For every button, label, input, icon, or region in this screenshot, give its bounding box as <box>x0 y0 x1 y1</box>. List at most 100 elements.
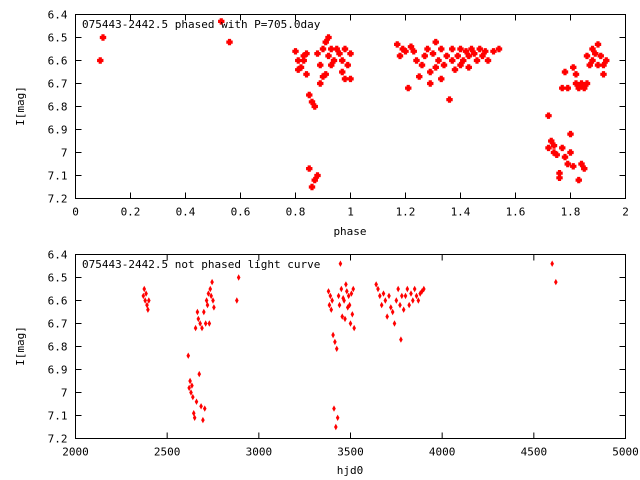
data-point <box>347 301 352 309</box>
data-point <box>208 285 213 293</box>
plot-title: 075443-2442.5 phased with P=705.0day <box>82 18 321 31</box>
y-tick-label: 6.5 <box>48 272 68 285</box>
axis-ticks <box>75 254 626 439</box>
data-point <box>325 52 332 60</box>
data-point <box>570 64 577 71</box>
data-point <box>189 389 193 396</box>
data-point <box>188 377 192 385</box>
data-point <box>429 50 437 57</box>
data-point <box>413 57 420 64</box>
data-point <box>194 398 199 405</box>
data-point <box>297 64 305 71</box>
data-point <box>340 313 345 320</box>
x-tick-label: 0.2 <box>121 206 141 219</box>
data-point <box>347 75 354 83</box>
data-point <box>385 313 389 320</box>
data-point <box>322 71 329 78</box>
data-point <box>581 165 588 172</box>
data-point <box>235 297 239 304</box>
phased-light-curve-panel: 0 0.2 0.4 0.6 0.8 1 1.2 1.4 1.6 1.8 2 6.4 6.5 6.6 6.7… <box>14 9 629 239</box>
data-point <box>396 285 400 293</box>
data-point <box>336 50 343 57</box>
data-point <box>335 414 340 421</box>
y-tick-labels: 6.4 6.5 6.6 6.7 6.8 6.9 7 7.1 7.2 <box>48 9 68 206</box>
data-point <box>572 71 580 78</box>
data-point <box>550 260 554 267</box>
data-point <box>311 103 318 110</box>
data-point <box>196 315 201 323</box>
y-tick-label: 6.4 <box>48 249 68 262</box>
data-point <box>427 68 434 76</box>
y-tick-label: 7.2 <box>48 433 68 446</box>
data-point <box>334 345 339 352</box>
data-point <box>344 61 351 69</box>
data-point <box>402 48 409 55</box>
data-point <box>351 285 356 293</box>
x-tick-labels: 2000 2500 3000 3500 4000 4500 5000 <box>62 446 639 459</box>
unphased-light-curve-panel: 2000 2500 3000 3500 4000 4500 5000 6.46.56.66.… <box>14 249 639 478</box>
data-point <box>146 306 150 313</box>
data-point <box>198 320 202 327</box>
data-point <box>347 50 354 57</box>
data-point <box>211 297 215 304</box>
data-point <box>567 149 574 156</box>
data-point <box>333 338 337 346</box>
data-point <box>416 297 421 304</box>
x-tick-labels: 0 0.2 0.4 0.6 0.8 1 1.2 1.4 1.6 1.8 2 <box>72 206 629 219</box>
data-point <box>195 308 200 316</box>
y-tick-label: 6.7 <box>48 318 68 331</box>
data-point <box>306 165 313 172</box>
data-point <box>331 331 335 339</box>
data-point <box>337 301 342 309</box>
data-point <box>476 45 483 53</box>
y-tick-label: 7.1 <box>48 170 68 183</box>
data-point <box>454 52 461 60</box>
data-point <box>192 414 197 421</box>
data-point <box>403 292 408 300</box>
x-tick-label: 5000 <box>612 446 639 459</box>
x-tick-label: 1.4 <box>451 206 471 219</box>
data-point <box>594 41 602 48</box>
y-tick-label: 6.9 <box>48 364 68 377</box>
x-tick-label: 3000 <box>246 446 273 459</box>
data-point <box>314 172 321 179</box>
data-point <box>343 315 347 323</box>
data-point <box>206 290 211 297</box>
data-point <box>303 71 310 78</box>
data-point <box>143 297 147 304</box>
data-point <box>341 295 345 302</box>
data-point <box>484 57 492 64</box>
y-tick-label: 6.7 <box>48 78 68 91</box>
data-point <box>603 57 610 64</box>
data-point <box>190 382 194 389</box>
y-tick-label: 6.8 <box>48 341 68 354</box>
data-point <box>471 50 478 57</box>
data-point <box>405 285 410 293</box>
y-tick-label: 6.9 <box>48 124 68 137</box>
data-point <box>399 336 403 343</box>
y-tick-labels: 6.4 6.5 6.6 6.7 6.8 6.9 7 7.1 7.2 <box>48 249 68 446</box>
data-point <box>303 50 310 57</box>
data-point <box>346 292 351 300</box>
data-point <box>564 160 571 168</box>
data-point <box>341 45 349 53</box>
data-point <box>378 292 382 300</box>
data-point <box>197 370 202 378</box>
data-point <box>592 50 599 57</box>
data-point <box>424 45 431 53</box>
data-point <box>401 306 406 313</box>
data-point <box>199 403 203 410</box>
x-axis-label: hjd0 <box>337 464 364 477</box>
data-point <box>389 304 393 311</box>
data-point <box>473 57 481 64</box>
data-point <box>187 384 191 392</box>
data-point <box>460 57 467 64</box>
data-point <box>292 48 299 55</box>
data-point <box>300 57 307 64</box>
data-point <box>186 352 191 359</box>
data-point <box>545 112 552 119</box>
data-point <box>330 297 334 304</box>
y-tick-label: 7.2 <box>48 193 68 206</box>
data-point <box>594 61 602 69</box>
data-point <box>330 57 338 64</box>
